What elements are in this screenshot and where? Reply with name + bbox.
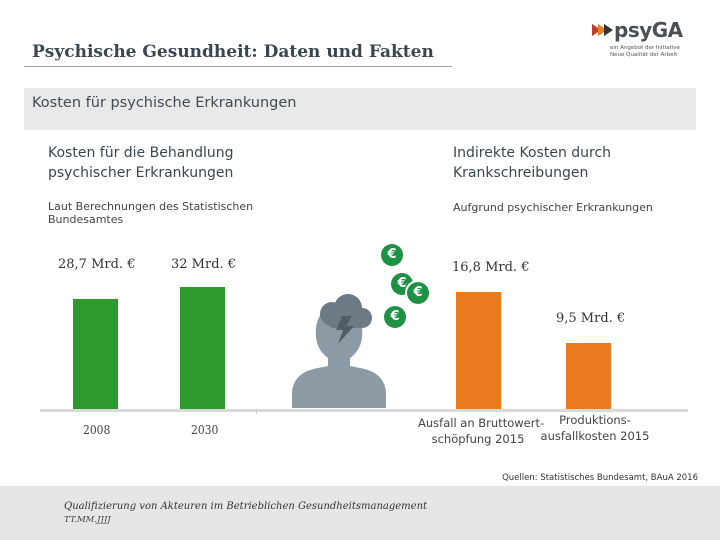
category-label: 2030 [191,422,219,437]
value-label: 28,7 Mrd. € [58,257,136,272]
value-label: 9,5 Mrd. € [556,310,626,326]
bar-indirect-cost [566,342,611,409]
footer: Qualifizierung von Akteuren im Betriebli… [0,486,720,540]
value-label: 16,8 Mrd. € [452,260,530,276]
value-label: 32 Mrd. € [171,257,237,272]
title-divider [24,66,452,67]
category-label: Ausfall an Bruttowert-schöpfung 2015 [418,416,545,446]
bar-2030 [180,286,225,409]
sources-note: Quellen: Statistisches Bundesamt, BAuA 2… [502,473,698,483]
logo-name: psyGA [614,18,683,42]
euro-coin-icon: € [384,306,406,328]
section-title: Kosten für psychische Erkrankungen [32,95,297,111]
euro-coin-icon: € [407,282,429,304]
footer-title: Qualifizierung von Akteuren im Betriebli… [64,501,428,512]
psyga-logo: psyGA ein Angebot der Initiative Neue Qu… [592,18,702,66]
section-header: Kosten für psychische Erkrankungen [24,88,696,130]
euro-coin-icon: € [381,244,403,266]
axis-tick [256,409,257,414]
left-panel-heading: Kosten für die Behandlung psychischer Er… [48,145,234,181]
left-panel-note: Laut Berechnungen des Statistischen Bund… [48,200,254,226]
storm-cloud-icon [320,294,372,344]
footer-date: TT.MM.JJJJ [64,515,111,525]
stressed-person-icon [292,294,386,408]
category-label: 2008 [83,422,111,437]
chart-baseline [40,409,688,412]
bar-indirect-cost [456,292,501,409]
right-panel-note: Aufgrund psychischer Erkrankungen [453,201,653,214]
category-label: Produktions-ausfallkosten 2015 [540,413,650,443]
slide-title: Psychische Gesundheit: Daten und Fakten [32,42,434,62]
logo-tagline: ein Angebot der Initiative Neue Qualität… [610,45,680,58]
right-panel-heading: Indirekte Kosten durch Krankschreibungen [453,145,612,181]
bar-2008 [73,299,118,409]
